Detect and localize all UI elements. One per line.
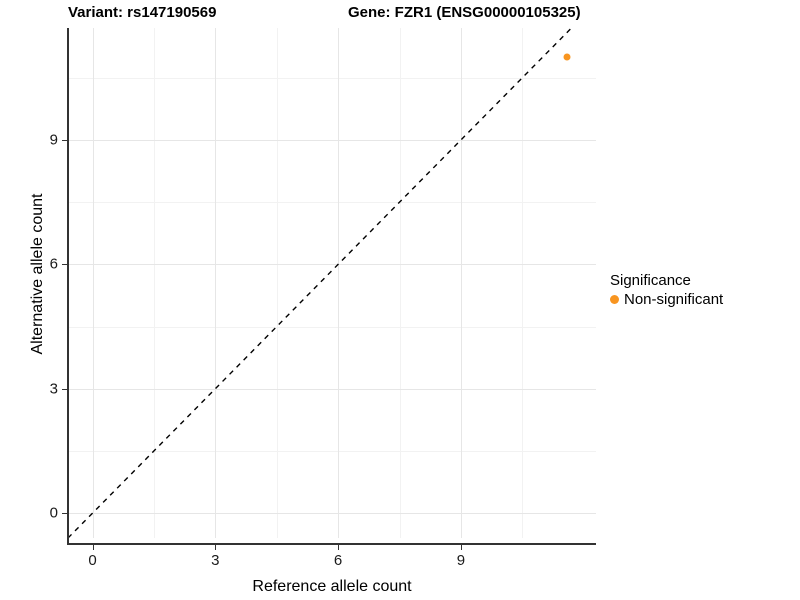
legend-title: Significance [610,272,691,289]
y-axis-line [67,28,69,545]
x-tick-mark [92,545,94,550]
gridline-vertical [338,28,340,538]
y-tick-label: 3 [49,380,58,398]
x-tick-label: 6 [333,552,343,569]
y-tick-label: 6 [49,255,58,273]
x-tick-label: 9 [456,552,466,569]
gridline-vertical [460,28,462,538]
gridline-horizontal [68,326,596,328]
x-tick-label: 0 [88,552,97,569]
variant-title: Variant: rs147190569 [68,4,217,21]
gridline-vertical [276,28,278,538]
legend-items: Non-significant [610,291,723,308]
gridline-vertical [522,28,524,538]
gridline-horizontal [68,77,596,79]
gridline-horizontal [68,450,596,452]
plot-panel [67,27,596,539]
x-axis-label: Reference allele count [252,578,412,595]
gridline-vertical [215,28,217,538]
x-axis-line [67,543,596,545]
legend-item-label: Non-significant [624,291,724,308]
gridline-vertical [92,28,94,538]
gridline-vertical [399,28,401,538]
gridline-horizontal [68,388,596,390]
y-axis-label: Alternative allele count [29,193,46,355]
title-row: Variant: rs147190569 Gene: FZR1 (ENSG000… [0,4,680,26]
x-tick-mark [215,545,217,550]
gridline-horizontal [68,202,596,204]
data-point[interactable] [563,53,571,61]
y-tick-mark [62,140,67,141]
y-tick-label: 0 [49,504,58,522]
gridline-horizontal [68,513,596,515]
y-axis-ticks: 0 3 6 9 [0,0,58,600]
gridline-vertical [154,28,155,538]
legend-dot-icon [610,295,619,304]
y-axis-label-wrapper: Alternative allele count [29,19,47,529]
legend-item[interactable]: Non-significant [610,291,723,308]
y-tick-mark [62,264,67,266]
x-tick-mark [460,545,462,550]
x-tick-label: 3 [211,552,220,569]
gridline-horizontal [68,140,596,141]
gridlines [68,28,596,538]
x-tick-mark [338,545,340,550]
gridline-horizontal [68,264,596,266]
gene-title: Gene: FZR1 (ENSG00000105325) [348,4,581,21]
data-layer [67,27,596,539]
y-tick-label: 9 [49,131,58,149]
y-tick-mark [62,513,67,515]
legend: Significance Non-significant [610,272,723,308]
identity-reference-line [67,27,572,539]
y-tick-mark [62,388,67,390]
